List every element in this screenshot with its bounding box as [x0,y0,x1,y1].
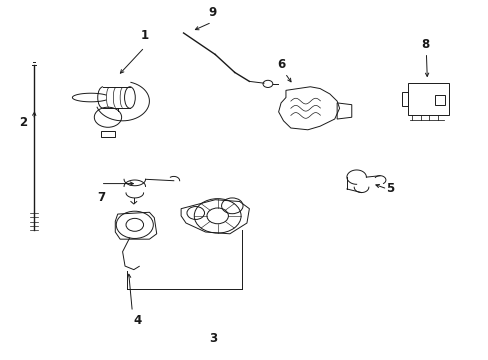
Text: 8: 8 [420,38,428,51]
Text: 6: 6 [276,58,285,71]
Bar [101,131,115,137]
Bar [434,95,445,105]
Text: 5: 5 [385,183,393,195]
Text: 3: 3 [208,332,216,345]
Text: 4: 4 [133,315,141,328]
Text: 9: 9 [208,6,217,19]
Text: 7: 7 [97,192,105,204]
Bar [407,83,448,116]
Text: 1: 1 [140,29,148,42]
Text: 2: 2 [20,116,27,129]
Bar [401,92,407,107]
